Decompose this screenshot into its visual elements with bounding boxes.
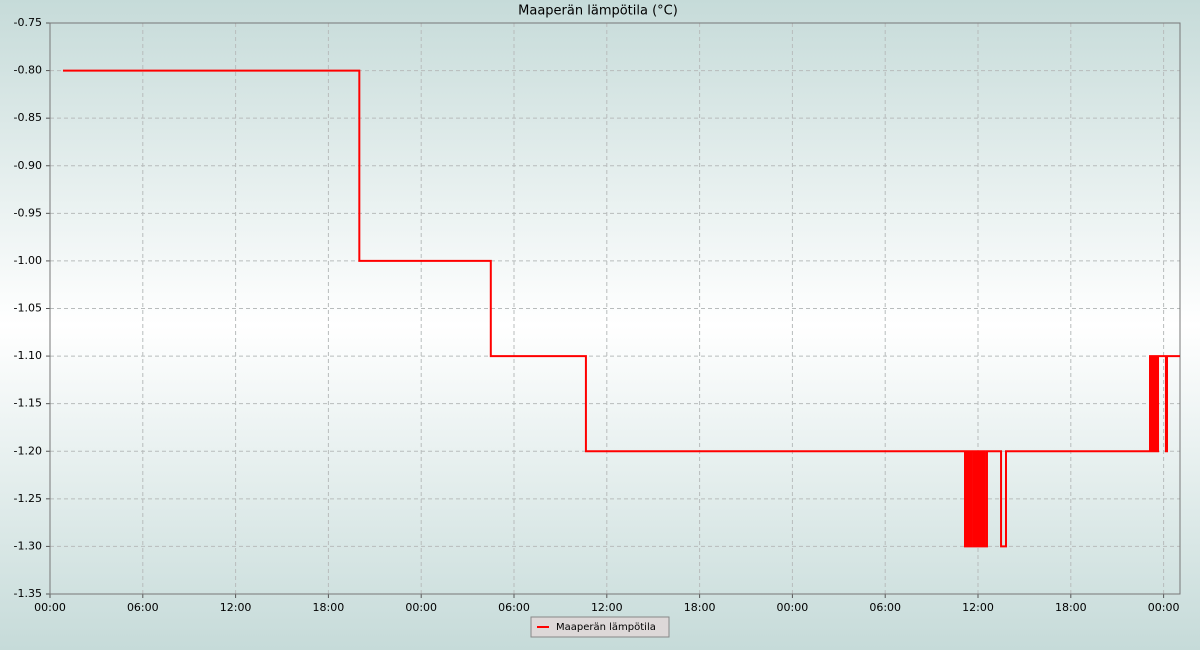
y-tick-label: -0.80 <box>14 64 42 77</box>
x-tick-label: 12:00 <box>962 601 994 614</box>
y-tick-label: -0.95 <box>14 206 42 219</box>
legend-label: Maaperän lämpötila <box>556 622 656 633</box>
x-tick-label: 00:00 <box>34 601 66 614</box>
y-tick-label: -1.35 <box>14 587 42 600</box>
x-tick-label: 18:00 <box>684 601 716 614</box>
x-tick-label: 18:00 <box>313 601 345 614</box>
x-tick-label: 00:00 <box>405 601 437 614</box>
y-tick-label: -0.90 <box>14 159 42 172</box>
legend-box <box>530 616 670 638</box>
y-tick-label: -0.75 <box>14 16 42 29</box>
y-tick-label: -1.30 <box>14 539 42 552</box>
x-tick-label: 18:00 <box>1055 601 1087 614</box>
chart-title: Maaperän lämpötila (°C) <box>518 4 678 19</box>
x-tick-label: 06:00 <box>498 601 530 614</box>
y-tick-label: -1.00 <box>14 254 42 267</box>
y-tick-label: -1.15 <box>14 397 42 410</box>
data-line <box>62 69 1180 548</box>
x-tick-label: 06:00 <box>127 601 159 614</box>
x-tick-label: 06:00 <box>869 601 901 614</box>
plot-frame <box>49 22 1181 595</box>
y-tick-label: -1.25 <box>14 492 42 505</box>
x-tick-label: 12:00 <box>220 601 252 614</box>
y-tick-label: -1.10 <box>14 349 42 362</box>
x-tick-label: 12:00 <box>591 601 623 614</box>
y-tick-label: -1.05 <box>14 302 42 315</box>
x-tick-label: 00:00 <box>777 601 809 614</box>
x-tick-label: 00:00 <box>1148 601 1180 614</box>
y-tick-label: -0.85 <box>14 111 42 124</box>
y-tick-label: -1.20 <box>14 444 42 457</box>
